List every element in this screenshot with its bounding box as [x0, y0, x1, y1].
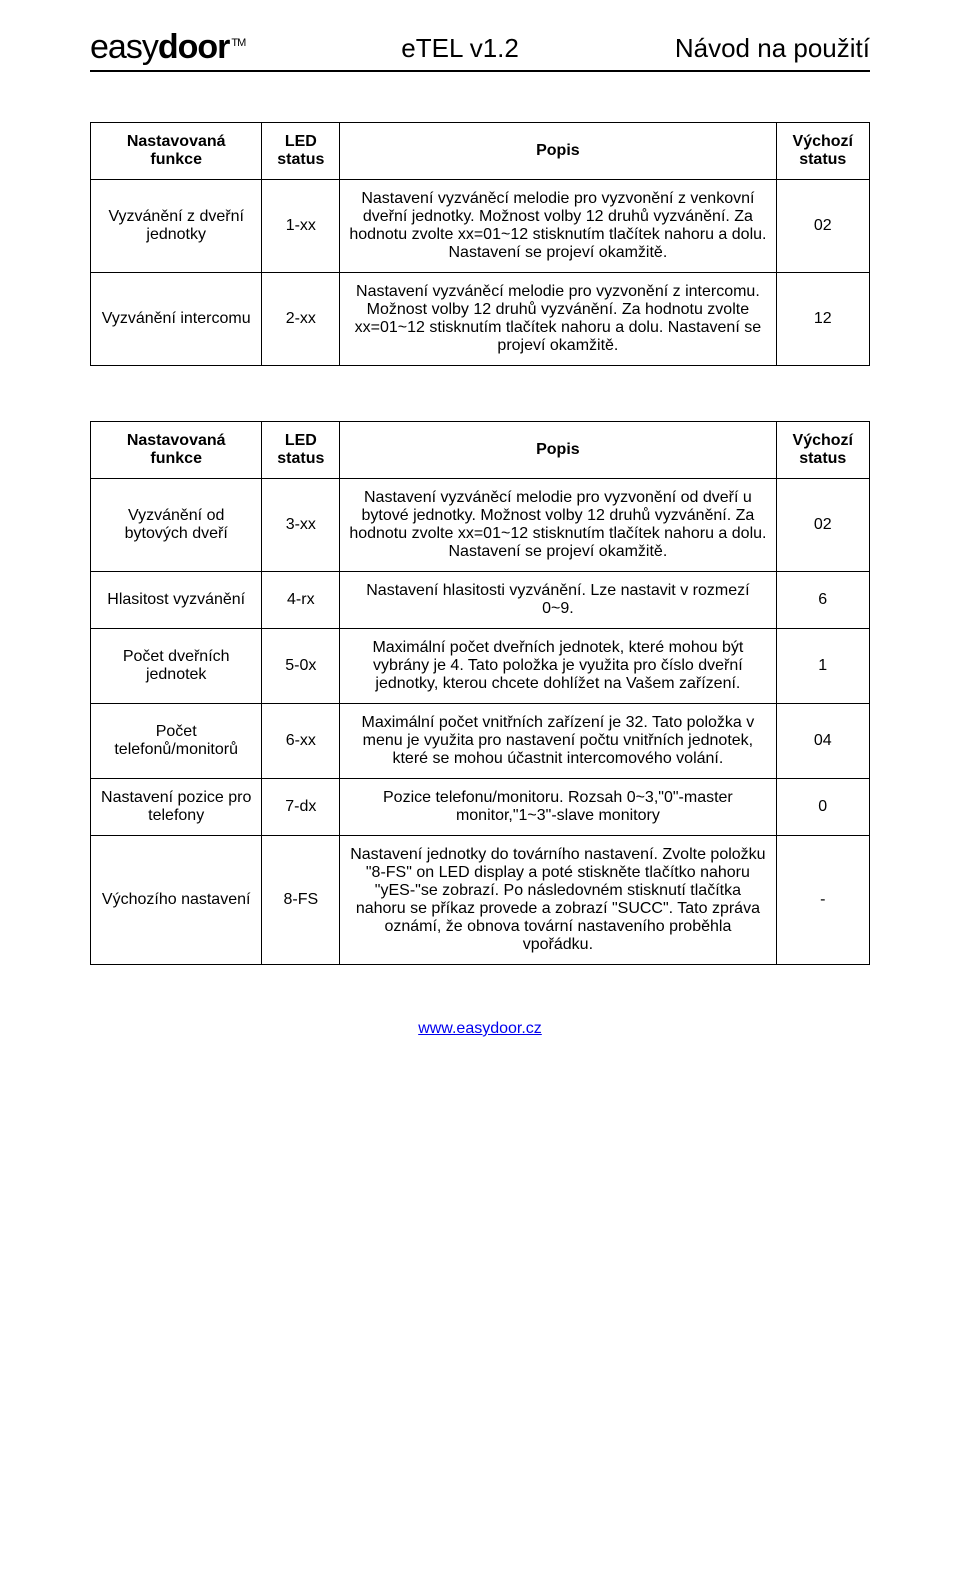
- cell-description: Nastavení vyzváněcí melodie pro vyzvoněn…: [340, 180, 776, 273]
- table-row: Nastavení pozice pro telefony 7-dx Pozic…: [91, 779, 870, 836]
- table-row: Hlasitost vyzvánění 4-rx Nastavení hlasi…: [91, 572, 870, 629]
- cell-default: -: [776, 836, 869, 965]
- col-default-status: Výchozí status: [776, 422, 869, 479]
- cell-description: Maximální počet vnitřních zařízení je 32…: [340, 704, 776, 779]
- cell-default: 1: [776, 629, 869, 704]
- page-footer: www.easydoor.cz: [90, 1020, 870, 1038]
- table-row: Vyzvánění z dveřní jednotky 1-xx Nastave…: [91, 180, 870, 273]
- cell-led: 4-rx: [262, 572, 340, 629]
- logo: easydoorTM: [90, 30, 245, 64]
- table-row: Vyzvánění od bytových dveří 3-xx Nastave…: [91, 479, 870, 572]
- header-title: eTEL v1.2: [245, 33, 675, 64]
- col-description: Popis: [340, 123, 776, 180]
- cell-function: Počet telefonů/monitorů: [91, 704, 262, 779]
- col-default-status: Výchozí status: [776, 123, 869, 180]
- cell-default: 12: [776, 273, 869, 366]
- logo-tm: TM: [231, 37, 245, 49]
- cell-default: 04: [776, 704, 869, 779]
- cell-function: Výchozího nastavení: [91, 836, 262, 965]
- cell-led: 2-xx: [262, 273, 340, 366]
- logo-part1: e: [90, 28, 108, 66]
- header-subtitle: Návod na použití: [675, 33, 870, 64]
- cell-description: Nastavení vyzváněcí melodie pro vyzvoněn…: [340, 479, 776, 572]
- settings-table-1: Nastavovaná funkce LED status Popis Vých…: [90, 122, 870, 366]
- col-function: Nastavovaná funkce: [91, 123, 262, 180]
- settings-table-2: Nastavovaná funkce LED status Popis Vých…: [90, 421, 870, 965]
- cell-function: Vyzvánění od bytových dveří: [91, 479, 262, 572]
- cell-led: 8-FS: [262, 836, 340, 965]
- col-function: Nastavovaná funkce: [91, 422, 262, 479]
- table-row: Počet telefonů/monitorů 6-xx Maximální p…: [91, 704, 870, 779]
- table-row: Výchozího nastavení 8-FS Nastavení jedno…: [91, 836, 870, 965]
- page: easydoorTM eTEL v1.2 Návod na použití Na…: [0, 0, 960, 1078]
- col-led-status: LED status: [262, 422, 340, 479]
- cell-function: Vyzvánění intercomu: [91, 273, 262, 366]
- table-header-row: Nastavovaná funkce LED status Popis Vých…: [91, 123, 870, 180]
- cell-description: Pozice telefonu/monitoru. Rozsah 0~3,"0"…: [340, 779, 776, 836]
- cell-led: 6-xx: [262, 704, 340, 779]
- col-description: Popis: [340, 422, 776, 479]
- logo-part3: door: [158, 28, 230, 66]
- table-header-row: Nastavovaná funkce LED status Popis Vých…: [91, 422, 870, 479]
- cell-led: 5-0x: [262, 629, 340, 704]
- cell-function: Počet dveřních jednotek: [91, 629, 262, 704]
- footer-link[interactable]: www.easydoor.cz: [418, 1020, 542, 1037]
- cell-description: Maximální počet dveřních jednotek, které…: [340, 629, 776, 704]
- page-header: easydoorTM eTEL v1.2 Návod na použití: [90, 30, 870, 72]
- cell-function: Vyzvánění z dveřní jednotky: [91, 180, 262, 273]
- cell-description: Nastavení hlasitosti vyzvánění. Lze nast…: [340, 572, 776, 629]
- cell-default: 02: [776, 479, 869, 572]
- table-row: Počet dveřních jednotek 5-0x Maximální p…: [91, 629, 870, 704]
- cell-led: 3-xx: [262, 479, 340, 572]
- cell-function: Hlasitost vyzvánění: [91, 572, 262, 629]
- table-row: Vyzvánění intercomu 2-xx Nastavení vyzvá…: [91, 273, 870, 366]
- logo-part2: asy: [108, 28, 158, 66]
- cell-led: 1-xx: [262, 180, 340, 273]
- cell-default: 0: [776, 779, 869, 836]
- cell-description: Nastavení vyzváněcí melodie pro vyzvoněn…: [340, 273, 776, 366]
- cell-default: 6: [776, 572, 869, 629]
- cell-led: 7-dx: [262, 779, 340, 836]
- cell-function: Nastavení pozice pro telefony: [91, 779, 262, 836]
- cell-description: Nastavení jednotky do továrního nastaven…: [340, 836, 776, 965]
- cell-default: 02: [776, 180, 869, 273]
- col-led-status: LED status: [262, 123, 340, 180]
